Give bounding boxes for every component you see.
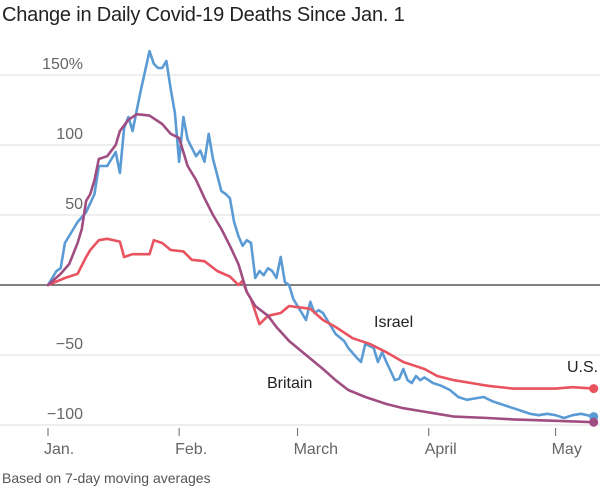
y-tick-label: −50 xyxy=(56,336,83,353)
chart-title: Change in Daily Covid-19 Deaths Since Ja… xyxy=(2,4,405,26)
x-tick-label: Feb. xyxy=(175,441,207,458)
x-tick-label: March xyxy=(294,441,338,458)
x-tick-label: Jan. xyxy=(44,441,74,458)
series-label-israel: Israel xyxy=(374,314,413,331)
series-label-britain: Britain xyxy=(267,375,312,392)
series-line-israel xyxy=(46,49,596,420)
end-marker-britain xyxy=(589,417,599,427)
y-axis-tick-labels: 150% 100 50 −50 −100 xyxy=(42,56,83,423)
y-tick-label: 100 xyxy=(56,126,83,143)
series-line-britain xyxy=(46,112,596,424)
y-tick-label: −100 xyxy=(47,406,83,423)
gridlines xyxy=(0,74,600,426)
x-axis: Jan. Feb. March April May xyxy=(44,428,582,458)
x-tick-label: May xyxy=(552,441,582,458)
x-tick-label: April xyxy=(425,441,457,458)
y-tick-label: 50 xyxy=(65,196,83,213)
series-label-us: U.S. xyxy=(567,359,598,376)
end-marker-us xyxy=(589,384,599,394)
chart-footnote: Based on 7-day moving averages xyxy=(2,470,211,486)
series-lines xyxy=(46,49,596,424)
end-markers xyxy=(589,384,599,427)
y-tick-label: 150% xyxy=(42,56,83,73)
